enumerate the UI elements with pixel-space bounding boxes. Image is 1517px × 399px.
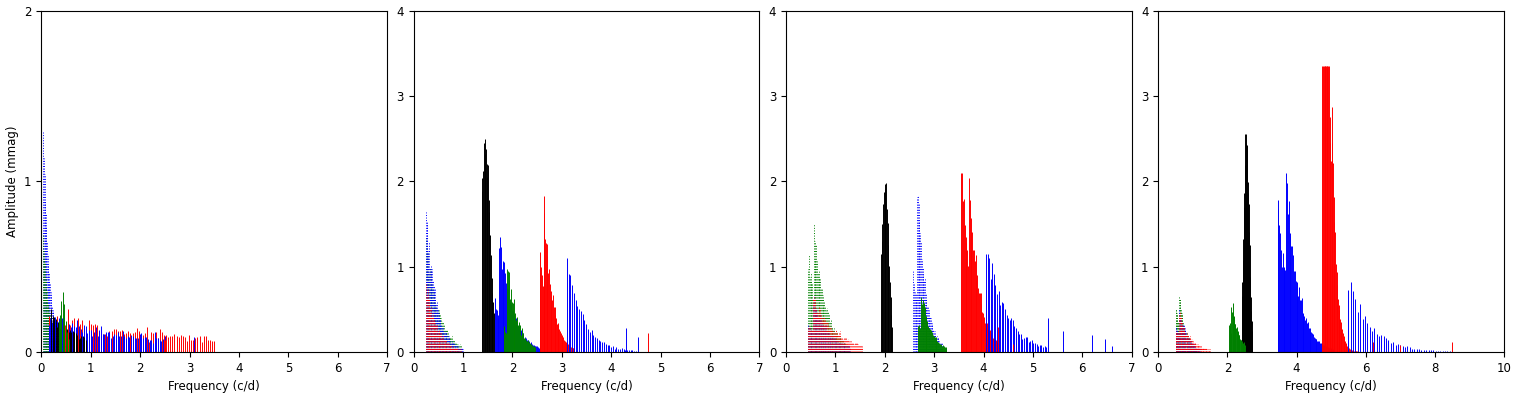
X-axis label: Frequency (c/d): Frequency (c/d) (1285, 380, 1377, 393)
X-axis label: Frequency (c/d): Frequency (c/d) (168, 380, 259, 393)
X-axis label: Frequency (c/d): Frequency (c/d) (913, 380, 1004, 393)
Y-axis label: Amplitude (mmag): Amplitude (mmag) (6, 126, 18, 237)
X-axis label: Frequency (c/d): Frequency (c/d) (540, 380, 633, 393)
